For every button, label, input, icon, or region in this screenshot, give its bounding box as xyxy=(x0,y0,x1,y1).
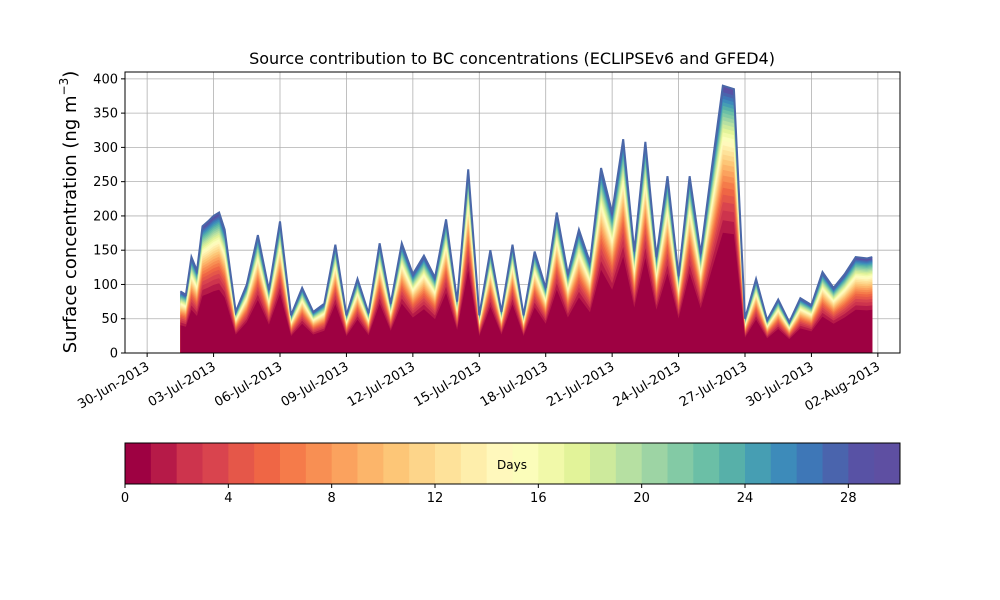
colorbar: Days 0 4 8 12 16 20 24 28 xyxy=(121,442,901,506)
colorbar-bin xyxy=(538,443,565,484)
y-axis-label: Surface concentration (ng m−3) xyxy=(57,71,81,354)
x-tick-label: 21-Jul-2013 xyxy=(544,359,617,410)
stacked-age-areas xyxy=(180,85,873,354)
colorbar-bin xyxy=(150,443,178,484)
colorbar-frame xyxy=(124,442,901,485)
y-axis-label-main: Surface concentration (ng m xyxy=(60,95,81,353)
x-axis: 30-Jun-201303-Jul-201306-Jul-201309-Jul-… xyxy=(75,353,883,415)
colorbar-tick-label: 12 xyxy=(427,491,444,506)
colorbar-bins xyxy=(125,443,901,484)
x-tick-label: 12-Jul-2013 xyxy=(345,359,418,410)
colorbar-bin xyxy=(357,443,384,484)
x-tick-label: 15-Jul-2013 xyxy=(411,359,484,410)
age-layer-0 xyxy=(180,232,873,353)
y-tick-label: 400 xyxy=(93,72,118,87)
colorbar-bin xyxy=(796,443,823,484)
colorbar-bin xyxy=(305,443,333,484)
colorbar-bin xyxy=(383,443,410,484)
colorbar-bin xyxy=(667,443,694,484)
colorbar-bin xyxy=(770,443,798,484)
colorbar-label: Days xyxy=(497,458,527,472)
x-tick-label: 24-Jul-2013 xyxy=(611,359,684,410)
colorbar-bin xyxy=(435,443,462,484)
colorbar-ticks: 0 4 8 12 16 20 24 28 xyxy=(121,484,857,506)
colorbar-bin xyxy=(228,443,255,484)
total-concentration-line xyxy=(179,84,873,325)
plot-frame xyxy=(124,71,901,354)
y-tick-label: 250 xyxy=(93,175,118,190)
y-axis-label-sup: −3 xyxy=(57,78,71,96)
y-tick-label: 150 xyxy=(93,244,118,259)
colorbar-tick-label: 24 xyxy=(737,491,754,506)
x-tick-label: 06-Jul-2013 xyxy=(212,359,285,410)
colorbar-bin xyxy=(254,443,281,484)
colorbar-bin xyxy=(590,443,617,484)
colorbar-tick-label: 28 xyxy=(840,491,857,506)
x-tick-label: 03-Jul-2013 xyxy=(146,359,219,410)
colorbar-bin xyxy=(331,443,358,484)
colorbar-tick-label: 0 xyxy=(121,491,129,506)
x-tick-label: 30-Jun-2013 xyxy=(75,359,152,412)
x-tick-label: 27-Jul-2013 xyxy=(677,359,750,410)
y-tick-label: 50 xyxy=(101,312,118,327)
x-tick-label: 02-Aug-2013 xyxy=(803,359,883,414)
y-tick-label: 0 xyxy=(110,347,118,362)
colorbar-bin xyxy=(125,443,152,484)
y-axis-label-tail: ) xyxy=(60,71,81,78)
colorbar-bin xyxy=(409,443,436,484)
colorbar-bin xyxy=(486,443,513,484)
y-tick-label: 350 xyxy=(93,107,118,122)
colorbar-bin xyxy=(874,443,901,484)
colorbar-tick-label: 4 xyxy=(224,491,232,506)
colorbar-bin xyxy=(693,443,720,484)
colorbar-bin xyxy=(641,443,668,484)
colorbar-tick-label: 16 xyxy=(530,491,547,506)
colorbar-bin xyxy=(202,443,229,484)
y-axis: 0 50 100 150 200 250 300 350 400 xyxy=(93,72,125,362)
colorbar-bin xyxy=(280,443,307,484)
colorbar-bin xyxy=(848,443,875,484)
colorbar-bin xyxy=(176,443,203,484)
y-tick-label: 200 xyxy=(93,209,118,224)
colorbar-bin xyxy=(564,443,591,484)
chart-title: Source contribution to BC concentrations… xyxy=(249,49,775,68)
colorbar-bin xyxy=(615,443,643,484)
colorbar-tick-label: 20 xyxy=(633,491,650,506)
colorbar-bin xyxy=(719,443,746,484)
colorbar-bin xyxy=(822,443,849,484)
x-tick-label: 09-Jul-2013 xyxy=(279,359,352,410)
colorbar-bin xyxy=(512,443,539,484)
colorbar-bin xyxy=(745,443,772,484)
y-tick-label: 100 xyxy=(93,278,118,293)
colorbar-tick-label: 8 xyxy=(328,491,336,506)
x-tick-label: 18-Jul-2013 xyxy=(478,359,551,410)
plot-area: 0 50 100 150 200 250 300 350 400 30-Jun-201303-J… xyxy=(75,71,901,415)
y-tick-label: 300 xyxy=(93,141,118,156)
colorbar-bin xyxy=(460,443,488,484)
